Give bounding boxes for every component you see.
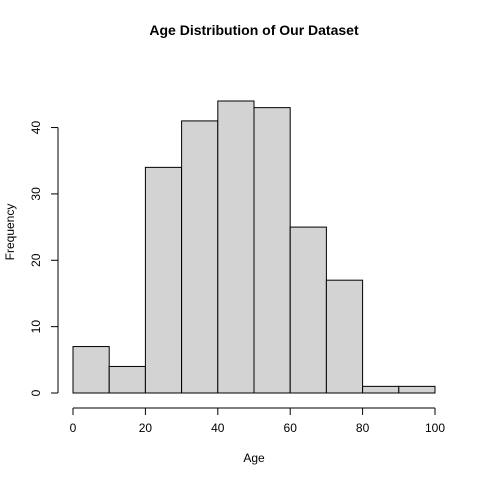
x-axis-label: Age	[243, 451, 265, 465]
histogram-bar	[398, 385, 436, 394]
x-tick-label: 80	[356, 421, 370, 435]
y-tick-label: 10	[29, 320, 43, 334]
y-axis: 0 10 20 30 40	[29, 121, 59, 396]
x-tick-label: 60	[284, 421, 298, 435]
x-tick-label: 100	[425, 421, 445, 435]
x-tick-label: 0	[70, 421, 77, 435]
histogram-bar	[108, 365, 146, 394]
x-axis: 0 20 40 60 80 100	[70, 407, 445, 435]
histogram-bar	[289, 226, 327, 394]
y-axis-label: Frequency	[3, 204, 17, 261]
x-tick-label: 40	[211, 421, 225, 435]
x-tick-label: 20	[139, 421, 153, 435]
bars-group	[72, 100, 436, 394]
histogram-bar	[362, 385, 400, 394]
histogram-bar	[325, 279, 364, 394]
y-tick-label: 0	[29, 389, 43, 396]
y-tick-label: 20	[29, 253, 43, 267]
histogram-bar	[72, 346, 110, 394]
histogram-bar	[253, 107, 291, 394]
histogram-bar	[217, 100, 255, 394]
chart-title: Age Distribution of Our Dataset	[149, 22, 359, 38]
histogram-bar	[144, 166, 183, 394]
histogram-bar	[181, 120, 219, 394]
y-tick-label: 30	[29, 187, 43, 201]
y-tick-label: 40	[29, 121, 43, 135]
